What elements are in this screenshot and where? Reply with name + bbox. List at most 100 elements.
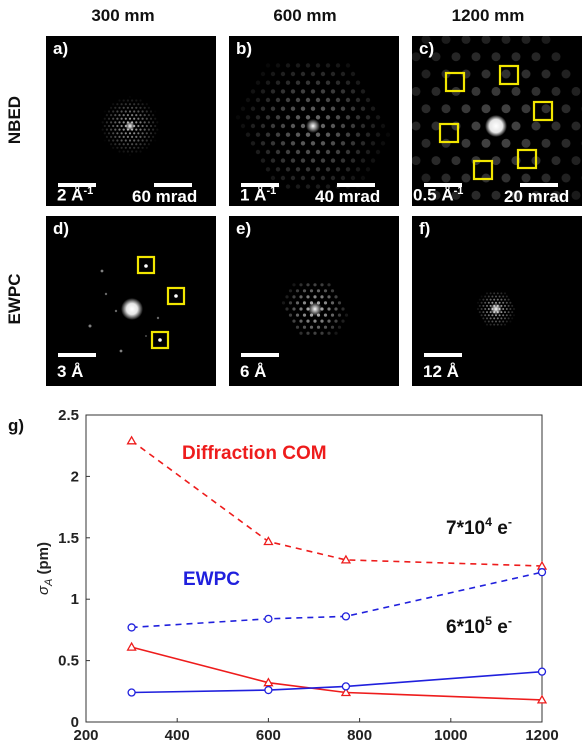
lattice-spot xyxy=(255,97,261,103)
lattice-spot xyxy=(531,86,541,96)
highlight-box xyxy=(136,255,156,275)
lattice-spot xyxy=(137,146,140,149)
lattice-spot xyxy=(581,106,582,111)
lattice-spot xyxy=(300,158,306,163)
lattice-spot xyxy=(327,331,331,335)
lattice-spot xyxy=(486,323,488,326)
lattice-spot xyxy=(480,314,483,317)
data-point xyxy=(537,568,547,577)
lattice-spot xyxy=(290,106,296,111)
lattice-spot xyxy=(330,106,336,111)
lattice-spot xyxy=(105,128,108,131)
lattice-spot xyxy=(501,36,511,44)
lattice-spot xyxy=(489,317,492,320)
lattice-spot xyxy=(147,135,150,138)
scale-text-reciprocal-c: 0.5 Å-1 xyxy=(413,185,464,205)
x-tick-label: 800 xyxy=(347,727,372,744)
panel-label-b: b) xyxy=(236,39,253,58)
lattice-spot xyxy=(421,36,431,44)
lattice-spot xyxy=(500,323,503,326)
lattice-spot xyxy=(110,135,113,138)
lattice-spot xyxy=(133,117,136,120)
lattice-spot xyxy=(137,110,140,113)
scale-bar-reciprocal-a xyxy=(58,183,96,187)
lattice-spot xyxy=(313,283,317,287)
series-line xyxy=(131,571,543,629)
lattice-spot xyxy=(280,71,286,77)
lattice-spot xyxy=(275,63,281,68)
series-line xyxy=(131,670,543,694)
lattice-spot xyxy=(337,301,342,305)
lattice-spot xyxy=(285,97,291,103)
lattice-spot xyxy=(482,304,485,307)
lattice-spot xyxy=(315,149,321,155)
lattice-spot xyxy=(114,106,117,109)
diffraction-pattern-a xyxy=(101,99,159,153)
lattice-spot xyxy=(141,110,144,113)
scale-bar-angle-c xyxy=(520,183,558,187)
lattice-spot xyxy=(285,149,291,155)
highlight-box xyxy=(150,330,170,350)
lattice-spot xyxy=(511,311,514,314)
lattice-spot xyxy=(340,175,346,181)
lattice-spot xyxy=(270,89,276,94)
lattice-spot xyxy=(489,323,492,326)
lattice-spot xyxy=(505,320,508,323)
lattice-spot xyxy=(152,135,155,138)
lattice-spot xyxy=(345,167,351,172)
lattice-spot xyxy=(491,295,494,298)
lattice-spot xyxy=(290,71,296,77)
lattice-spot xyxy=(350,89,356,94)
lattice-spot xyxy=(498,301,501,304)
lattice-spot xyxy=(345,149,351,155)
ewpc-peak xyxy=(145,335,147,337)
lattice-spot xyxy=(487,301,490,304)
lattice-spot xyxy=(131,99,134,102)
lattice-spot xyxy=(493,317,496,320)
lattice-spot xyxy=(285,132,291,137)
lattice-spot xyxy=(344,313,349,317)
lattice-spot xyxy=(412,52,421,62)
lattice-spot xyxy=(305,149,311,155)
lattice-spot xyxy=(245,132,251,137)
lattice-spot xyxy=(486,311,488,314)
lattice-spot xyxy=(493,298,496,301)
lattice-spot xyxy=(112,139,115,142)
lattice-spot xyxy=(265,149,271,155)
lattice-spot xyxy=(504,317,506,320)
lattice-spot xyxy=(313,295,317,299)
lattice-spot xyxy=(451,121,461,131)
lattice-spot xyxy=(484,320,487,323)
lattice-spot xyxy=(120,117,123,120)
lattice-spot xyxy=(306,295,310,299)
lattice-spot xyxy=(509,301,512,304)
lattice-spot xyxy=(302,301,307,305)
lattice-spot xyxy=(128,117,132,120)
lattice-spot xyxy=(551,86,561,96)
lattice-spot xyxy=(337,313,342,317)
lattice-spot xyxy=(112,146,115,149)
highlight-box xyxy=(472,159,494,181)
lattice-spot xyxy=(105,114,108,117)
lattice-spot xyxy=(484,301,487,304)
lattice-spot xyxy=(481,36,491,44)
central-beam xyxy=(485,115,507,137)
lattice-spot xyxy=(513,308,515,310)
lattice-spot xyxy=(292,319,296,323)
lattice-spot xyxy=(487,295,490,298)
lattice-spot xyxy=(260,106,266,111)
lattice-spot xyxy=(486,317,488,320)
lattice-spot xyxy=(498,320,501,323)
lattice-spot xyxy=(290,175,296,181)
diffraction-pattern-b xyxy=(240,63,386,189)
lattice-spot xyxy=(561,173,571,183)
lattice-spot xyxy=(300,123,306,129)
lattice-spot xyxy=(137,124,140,128)
lattice-spot xyxy=(128,139,132,142)
lattice-spot xyxy=(154,132,157,135)
lattice-spot xyxy=(365,132,371,137)
lattice-spot xyxy=(431,156,441,166)
lattice-spot xyxy=(135,106,138,109)
lattice-spot xyxy=(330,175,336,181)
lattice-spot xyxy=(128,132,132,135)
